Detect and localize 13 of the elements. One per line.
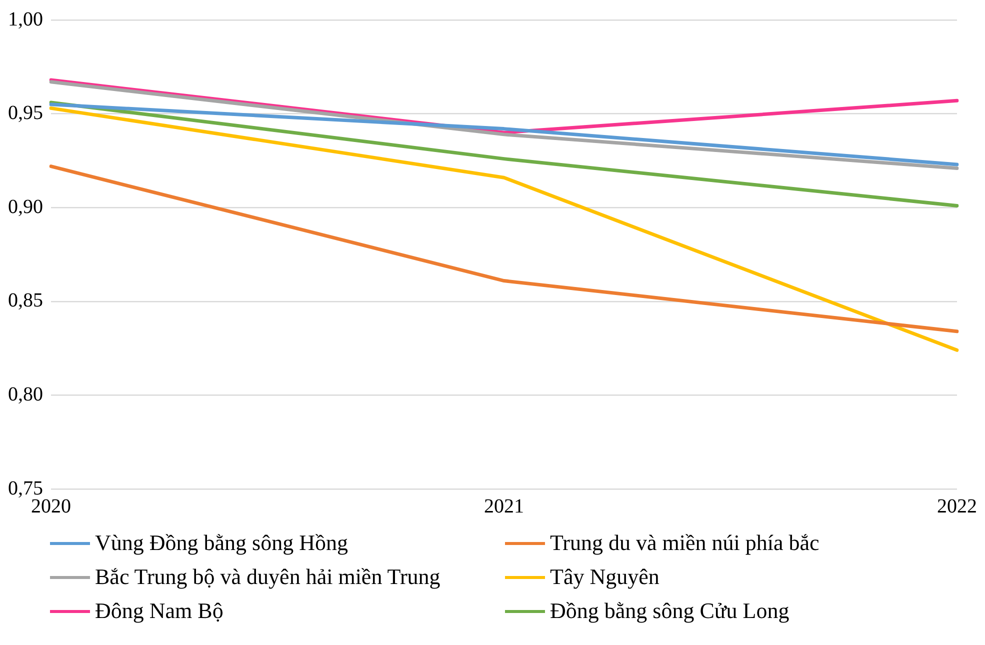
legend-label: Bắc Trung bộ và duyên hải miền Trung: [95, 564, 440, 590]
y-tick-label: 0,85: [8, 290, 43, 312]
legend-label: Đông Nam Bộ: [95, 598, 224, 624]
x-tick-label: 2022: [937, 495, 977, 518]
y-tick-label: 0,95: [8, 102, 43, 124]
legend-label: Trung du và miền núi phía bắc: [550, 530, 820, 556]
y-tick-label: 1,00: [8, 8, 43, 30]
y-tick-label: 0,80: [8, 383, 43, 406]
legend-label: Tây Nguyên: [550, 564, 660, 590]
x-tick-label: 2021: [484, 495, 524, 518]
y-tick-label: 0,90: [8, 196, 43, 218]
legend-label: Đồng bằng sông Cửu Long: [550, 598, 790, 624]
legend-label: Vùng Đồng bằng sông Hồng: [95, 530, 348, 556]
